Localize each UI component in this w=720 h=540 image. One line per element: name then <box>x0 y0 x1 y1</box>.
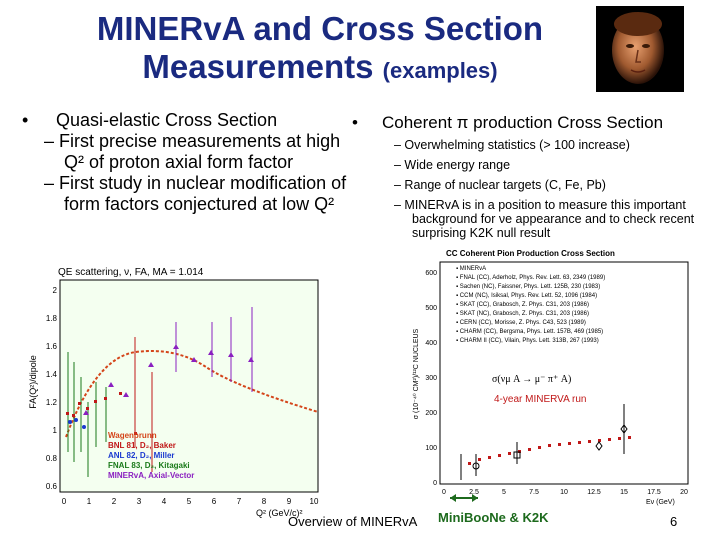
x-tick-label: 2.5 <box>469 489 479 496</box>
legend-item: ▪ FNAL (CC), Aderholz, Phys. Rev. Lett. … <box>456 275 605 281</box>
data-points <box>66 307 254 477</box>
x-tick-label: 9 <box>287 497 292 506</box>
footer-text: Overview of MINERvA <box>288 514 418 529</box>
title-line-2-main: Measurements <box>142 48 374 85</box>
energy-range-arrow <box>450 494 478 502</box>
x-tick-label: 0 <box>442 489 446 496</box>
left-column: • Quasi-elastic Cross Section – First pr… <box>22 110 352 215</box>
x-tick-label: 7 <box>237 497 242 506</box>
x-tick-label: 3 <box>137 497 142 506</box>
y-tick-label: 1.2 <box>46 398 58 407</box>
right-sub-3: – Range of nuclear targets (C, Fe, Pb) <box>394 178 606 192</box>
right-sub-2: – Wide energy range <box>394 158 511 172</box>
plot-left-xticks: 0 1 2 3 4 5 6 7 8 9 10 <box>62 497 319 506</box>
bullet-dot: • <box>352 113 358 132</box>
portrait-image <box>596 6 684 92</box>
y-tick-label: 200 <box>425 410 437 417</box>
y-tick-label: 0.6 <box>46 482 58 491</box>
y-tick-label: 1 <box>53 426 58 435</box>
y-tick-label: 1.6 <box>46 342 58 351</box>
x-tick-label: 10 <box>560 489 568 496</box>
left-sub-1: – First precise measurements at high Q² … <box>44 131 341 172</box>
legend-item: ▪ CCM (NC), Isiksal, Phys. Rev. Lett. 52… <box>456 293 597 299</box>
legend-item: MINERvA, Axial-Vector <box>108 471 194 480</box>
legend-item: ▪ CHARM (CC), Bergsma, Phys. Lett. 157B,… <box>456 329 603 335</box>
y-tick-label: 0 <box>433 480 437 487</box>
plot-right-frame <box>439 261 689 485</box>
x-tick-label: 2 <box>112 497 117 506</box>
plot-right-ylabel: σ (10⁻⁴⁰ CM²)/¹²C NUCLEUS <box>412 328 420 419</box>
legend-item: Wagenbrunn <box>108 431 157 440</box>
x-tick-label: 4 <box>162 497 167 506</box>
legend-item: ▪ SKAT (NC), Grabosch, Z. Phys. C31, 203… <box>456 311 589 317</box>
x-tick-label: 5 <box>187 497 192 506</box>
legend-item: ▪ Sachen (NC), Faissner, Phys. Lett. 125… <box>456 284 600 290</box>
plot-right-yticks: 0 100 200 300 400 500 600 <box>425 270 437 487</box>
right-sub-1: – Overwhelming statistics (> 100 increas… <box>394 138 630 152</box>
y-tick-label: 600 <box>425 270 437 277</box>
plot-right-legend: ▪ MINERvA ▪ FNAL (CC), Aderholz, Phys. Re… <box>456 266 605 344</box>
x-tick-label: 15 <box>620 489 628 496</box>
y-tick-label: 500 <box>425 305 437 312</box>
coherent-pion-plot: CC Coherent Pion Production Cross Sectio… <box>406 244 696 508</box>
x-tick-label: 12.5 <box>587 489 601 496</box>
plot-right-annotation: 4-year MINERVA run <box>494 394 586 405</box>
plot-left-ylabel: FA(Q²)/dipole <box>28 355 38 409</box>
x-tick-label: 6 <box>212 497 217 506</box>
title-line-2-small: (examples) <box>382 58 498 83</box>
title-line-2: Measurements (examples) <box>60 48 580 90</box>
left-sub-2: – First study in nuclear modification of… <box>44 173 347 214</box>
bullet-dot: • <box>22 110 29 130</box>
x-tick-label: 7.5 <box>529 489 539 496</box>
plot-right-xlabel: Eν (GeV) <box>646 499 675 506</box>
legend-item: ▪ CERN (CC), Morisse, Z. Phys. C43, 523 … <box>456 320 586 326</box>
plot-left-legend: Wagenbrunn BNL 81, D₂, Baker ANL 82, D₂,… <box>108 431 194 480</box>
qe-scattering-plot: QE scattering, ν, FA, MA = 1.014 FA(Q²)/… <box>26 262 324 520</box>
y-tick-label: 400 <box>425 340 437 347</box>
page-number: 6 <box>670 514 678 529</box>
x-tick-label: 1 <box>87 497 92 506</box>
legend-item: FNAL 83, D₂, Kitagaki <box>108 461 190 470</box>
right-bullet-text: Coherent π production Cross Section <box>382 113 664 132</box>
footer-k2k-label: MiniBooNe & K2K <box>438 510 549 525</box>
y-tick-label: 1.4 <box>46 370 58 379</box>
y-tick-label: 2 <box>53 286 58 295</box>
x-tick-label: 0 <box>62 497 67 506</box>
left-bullet-text: Quasi-elastic Cross Section <box>56 110 278 130</box>
right-column: • Coherent π production Cross Section – … <box>352 112 712 240</box>
title-line-1: MINERvA and Cross Section <box>96 10 544 47</box>
left-bullet: • Quasi-elastic Cross Section <box>22 110 352 131</box>
plot-left-title: QE scattering, ν, FA, MA = 1.014 <box>58 267 204 278</box>
legend-item: BNL 81, D₂, Baker <box>108 441 176 450</box>
x-tick-label: 10 <box>310 497 319 506</box>
plot-left-frame <box>59 279 319 493</box>
x-tick-label: 20 <box>680 489 688 496</box>
plot-left-yticks: 0.6 0.8 1 1.2 1.4 1.6 1.8 2 <box>46 286 58 491</box>
y-tick-label: 100 <box>425 445 437 452</box>
right-sub-4: – MINERvA is in a position to measure th… <box>394 198 695 240</box>
y-tick-label: 1.8 <box>46 314 58 323</box>
plot-right-title: CC Coherent Pion Production Cross Sectio… <box>446 249 615 258</box>
x-tick-label: 17.5 <box>647 489 661 496</box>
legend-item: ▪ MINERvA <box>456 266 486 272</box>
wagenbrunn-curve <box>65 350 319 438</box>
right-bullet: • Coherent π production Cross Section <box>352 112 712 134</box>
y-tick-label: 300 <box>425 375 437 382</box>
plot-right-formula: σ(νμ A → μ⁻ π⁺ A) <box>492 374 571 385</box>
x-tick-label: 5 <box>502 489 506 496</box>
legend-item: ▪ CHARM II (CC), Vilain, Phys. Lett. 313… <box>456 338 599 344</box>
slide-title: MINERvA and Cross Section Measurements (… <box>60 10 580 90</box>
plot-right-points <box>460 404 631 480</box>
y-tick-label: 0.8 <box>46 454 58 463</box>
plot-left-xlabel: Q² (GeV/c)² <box>256 508 303 518</box>
plot-right-xticks: 0 2.5 5 7.5 10 12.5 15 17.5 20 <box>442 489 688 496</box>
legend-item: ANL 82, D₂, Miller <box>108 451 175 460</box>
legend-item: ▪ SKAT (CC), Grabosch, Z. Phys. C31, 203… <box>456 302 589 308</box>
x-tick-label: 8 <box>262 497 267 506</box>
